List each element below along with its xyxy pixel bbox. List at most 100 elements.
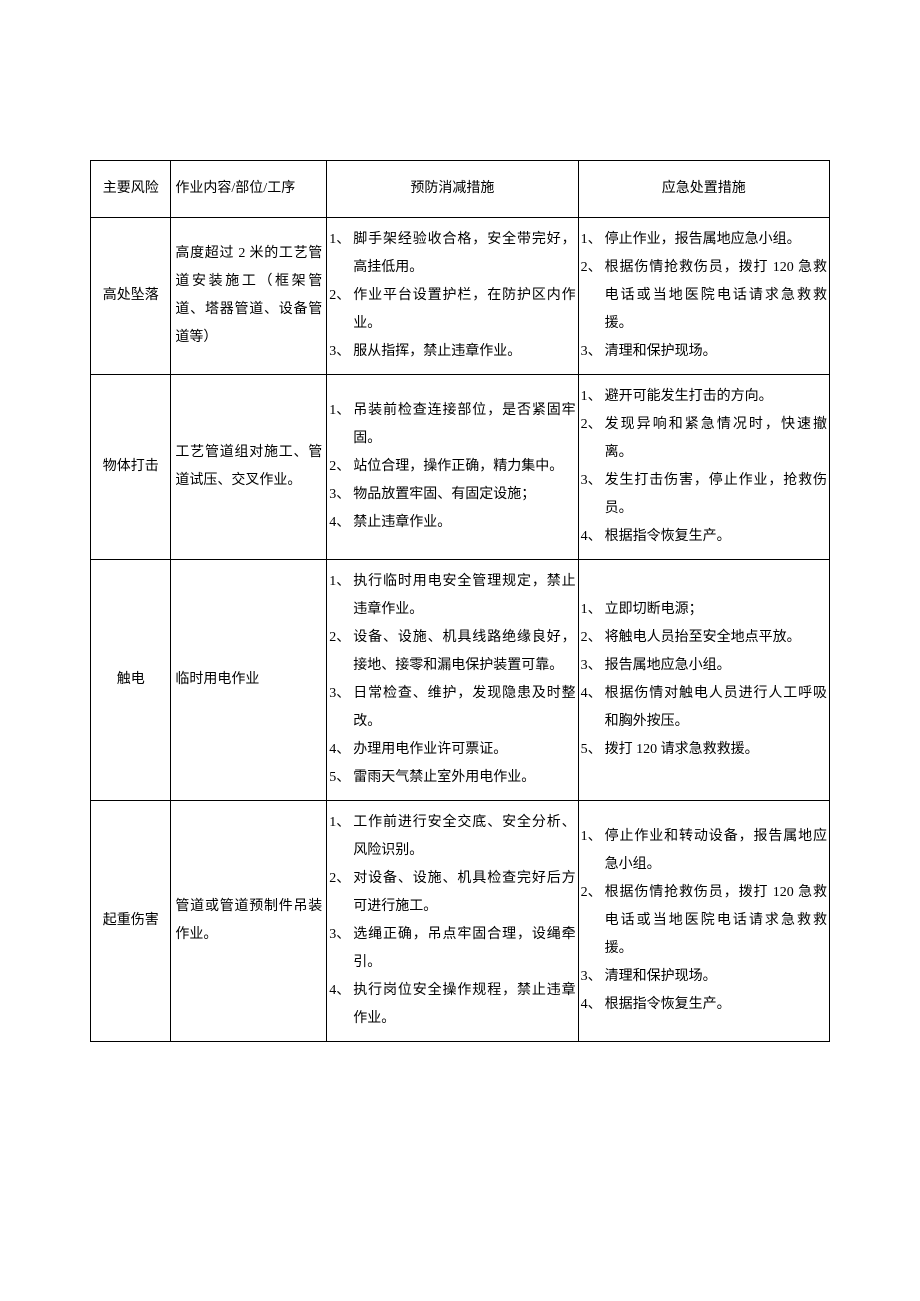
list-text: 清理和保护现场。 — [605, 338, 827, 366]
table-row: 起重伤害管道或管道预制件吊装作业。1、工作前进行安全交底、安全分析、风险识别。2… — [91, 801, 830, 1042]
list-number: 1、 — [581, 383, 605, 411]
list-text: 停止作业，报告属地应急小组。 — [605, 226, 827, 254]
cell-prevent: 1、吊装前检查连接部位，是否紧固牢固。2、站位合理，操作正确，精力集中。3、物品… — [327, 375, 578, 560]
list-number: 1、 — [581, 226, 605, 254]
list-text: 工作前进行安全交底、安全分析、风险识别。 — [353, 809, 575, 865]
list-text: 吊装前检查连接部位，是否紧固牢固。 — [353, 397, 575, 453]
list-number: 4、 — [581, 523, 605, 551]
cell-prevent-item: 3、物品放置牢固、有固定设施； — [329, 481, 575, 509]
list-text: 日常检查、维护，发现隐患及时整改。 — [353, 680, 575, 736]
cell-prevent-item: 1、执行临时用电安全管理规定，禁止违章作业。 — [329, 568, 575, 624]
list-number: 4、 — [581, 991, 605, 1019]
cell-emergency-item: 1、停止作业，报告属地应急小组。 — [581, 226, 827, 254]
cell-risk: 高处坠落 — [91, 218, 171, 375]
cell-prevent-item: 1、脚手架经验收合格，安全带完好，高挂低用。 — [329, 226, 575, 282]
risk-table: 主要风险 作业内容/部位/工序 预防消减措施 应急处置措施 高处坠落高度超过 2… — [90, 160, 830, 1042]
list-number: 1、 — [329, 397, 353, 425]
cell-emergency-item: 2、将触电人员抬至安全地点平放。 — [581, 624, 827, 652]
list-text: 发生打击伤害，停止作业，抢救伤员。 — [605, 467, 827, 523]
list-text: 根据伤情抢救伤员，拨打 120 急救电话或当地医院电话请求急救救援。 — [605, 879, 827, 963]
list-text: 对设备、设施、机具检查完好后方可进行施工。 — [353, 865, 575, 921]
list-number: 1、 — [329, 809, 353, 837]
header-emergency: 应急处置措施 — [578, 161, 829, 218]
list-number: 2、 — [329, 282, 353, 310]
list-number: 3、 — [581, 467, 605, 495]
list-text: 将触电人员抬至安全地点平放。 — [605, 624, 827, 652]
cell-prevent-item: 5、雷雨天气禁止室外用电作业。 — [329, 764, 575, 792]
table-header-row: 主要风险 作业内容/部位/工序 预防消减措施 应急处置措施 — [91, 161, 830, 218]
list-text: 发现异响和紧急情况时，快速撤离。 — [605, 411, 827, 467]
list-text: 禁止违章作业。 — [353, 509, 575, 537]
list-number: 4、 — [329, 977, 353, 1005]
cell-emergency-item: 3、清理和保护现场。 — [581, 963, 827, 991]
list-text: 物品放置牢固、有固定设施； — [353, 481, 575, 509]
cell-work: 临时用电作业 — [171, 560, 327, 801]
list-number: 3、 — [329, 481, 353, 509]
list-text: 雷雨天气禁止室外用电作业。 — [353, 764, 575, 792]
cell-risk: 物体打击 — [91, 375, 171, 560]
list-text: 根据伤情抢救伤员，拨打 120 急救电话或当地医院电话请求急救救援。 — [605, 254, 827, 338]
list-number: 5、 — [581, 736, 605, 764]
cell-work: 高度超过 2 米的工艺管道安装施工（框架管道、塔器管道、设备管道等） — [171, 218, 327, 375]
table-row: 高处坠落高度超过 2 米的工艺管道安装施工（框架管道、塔器管道、设备管道等）1、… — [91, 218, 830, 375]
list-text: 立即切断电源； — [605, 596, 827, 624]
list-text: 避开可能发生打击的方向。 — [605, 383, 827, 411]
cell-prevent-item: 2、站位合理，操作正确，精力集中。 — [329, 453, 575, 481]
cell-emergency-item: 4、根据伤情对触电人员进行人工呼吸和胸外按压。 — [581, 680, 827, 736]
cell-emergency-item: 3、报告属地应急小组。 — [581, 652, 827, 680]
list-text: 报告属地应急小组。 — [605, 652, 827, 680]
list-number: 2、 — [329, 624, 353, 652]
cell-emergency-item: 2、发现异响和紧急情况时，快速撤离。 — [581, 411, 827, 467]
cell-prevent-item: 2、对设备、设施、机具检查完好后方可进行施工。 — [329, 865, 575, 921]
cell-prevent-item: 4、办理用电作业许可票证。 — [329, 736, 575, 764]
list-number: 2、 — [581, 879, 605, 907]
list-number: 3、 — [329, 921, 353, 949]
cell-emergency-item: 5、拨打 120 请求急救救援。 — [581, 736, 827, 764]
list-number: 2、 — [581, 254, 605, 282]
table-body: 高处坠落高度超过 2 米的工艺管道安装施工（框架管道、塔器管道、设备管道等）1、… — [91, 218, 830, 1042]
list-number: 2、 — [329, 453, 353, 481]
header-risk: 主要风险 — [91, 161, 171, 218]
cell-emergency-item: 3、发生打击伤害，停止作业，抢救伤员。 — [581, 467, 827, 523]
list-text: 办理用电作业许可票证。 — [353, 736, 575, 764]
cell-prevent-item: 1、吊装前检查连接部位，是否紧固牢固。 — [329, 397, 575, 453]
cell-work: 工艺管道组对施工、管道试压、交叉作业。 — [171, 375, 327, 560]
table-row: 触电临时用电作业1、执行临时用电安全管理规定，禁止违章作业。2、设备、设施、机具… — [91, 560, 830, 801]
cell-risk: 触电 — [91, 560, 171, 801]
list-number: 1、 — [329, 568, 353, 596]
header-work: 作业内容/部位/工序 — [171, 161, 327, 218]
cell-risk: 起重伤害 — [91, 801, 171, 1042]
list-text: 停止作业和转动设备，报告属地应急小组。 — [605, 823, 827, 879]
list-number: 4、 — [329, 736, 353, 764]
list-text: 根据指令恢复生产。 — [605, 523, 827, 551]
list-number: 2、 — [581, 624, 605, 652]
list-number: 1、 — [329, 226, 353, 254]
list-number: 5、 — [329, 764, 353, 792]
list-text: 拨打 120 请求急救救援。 — [605, 736, 827, 764]
cell-emergency: 1、立即切断电源；2、将触电人员抬至安全地点平放。3、报告属地应急小组。4、根据… — [578, 560, 829, 801]
cell-prevent-item: 3、选绳正确，吊点牢固合理，设绳牵引。 — [329, 921, 575, 977]
list-number: 4、 — [329, 509, 353, 537]
cell-prevent-item: 3、日常检查、维护，发现隐患及时整改。 — [329, 680, 575, 736]
cell-emergency: 1、停止作业和转动设备，报告属地应急小组。2、根据伤情抢救伤员，拨打 120 急… — [578, 801, 829, 1042]
cell-prevent-item: 3、服从指挥，禁止违章作业。 — [329, 338, 575, 366]
cell-prevent-item: 2、作业平台设置护栏，在防护区内作业。 — [329, 282, 575, 338]
list-text: 设备、设施、机具线路绝缘良好，接地、接零和漏电保护装置可靠。 — [353, 624, 575, 680]
cell-emergency-item: 4、根据指令恢复生产。 — [581, 523, 827, 551]
cell-emergency-item: 3、清理和保护现场。 — [581, 338, 827, 366]
cell-emergency-item: 2、根据伤情抢救伤员，拨打 120 急救电话或当地医院电话请求急救救援。 — [581, 254, 827, 338]
list-text: 站位合理，操作正确，精力集中。 — [353, 453, 575, 481]
table-row: 物体打击工艺管道组对施工、管道试压、交叉作业。1、吊装前检查连接部位，是否紧固牢… — [91, 375, 830, 560]
cell-prevent: 1、执行临时用电安全管理规定，禁止违章作业。2、设备、设施、机具线路绝缘良好，接… — [327, 560, 578, 801]
cell-emergency-item: 1、避开可能发生打击的方向。 — [581, 383, 827, 411]
cell-prevent-item: 2、设备、设施、机具线路绝缘良好，接地、接零和漏电保护装置可靠。 — [329, 624, 575, 680]
list-number: 2、 — [581, 411, 605, 439]
cell-prevent-item: 4、禁止违章作业。 — [329, 509, 575, 537]
cell-prevent-item: 1、工作前进行安全交底、安全分析、风险识别。 — [329, 809, 575, 865]
list-text: 选绳正确，吊点牢固合理，设绳牵引。 — [353, 921, 575, 977]
list-number: 3、 — [581, 338, 605, 366]
cell-emergency: 1、停止作业，报告属地应急小组。2、根据伤情抢救伤员，拨打 120 急救电话或当… — [578, 218, 829, 375]
list-text: 执行临时用电安全管理规定，禁止违章作业。 — [353, 568, 575, 624]
cell-emergency-item: 1、停止作业和转动设备，报告属地应急小组。 — [581, 823, 827, 879]
list-text: 根据伤情对触电人员进行人工呼吸和胸外按压。 — [605, 680, 827, 736]
